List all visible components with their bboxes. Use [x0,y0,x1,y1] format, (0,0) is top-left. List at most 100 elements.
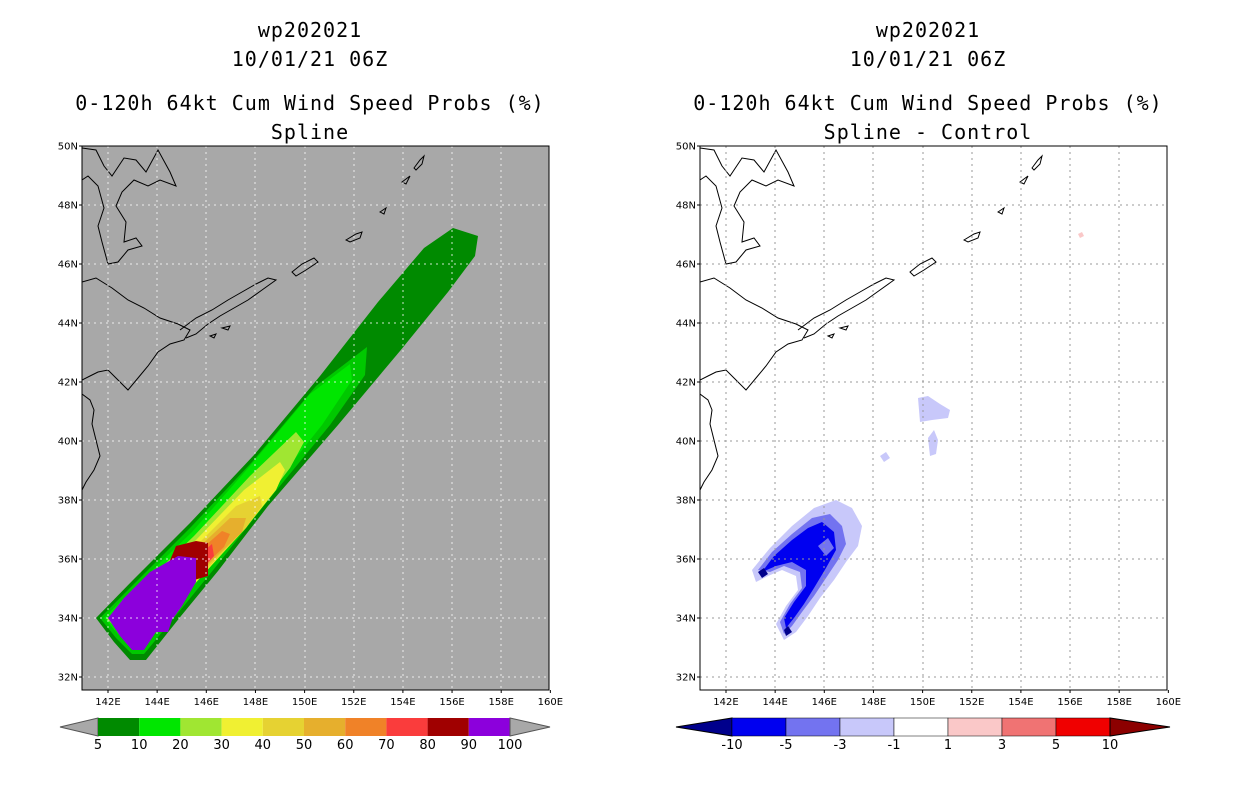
colorbar-label: 30 [213,738,230,753]
lat-label: 36N [58,555,78,566]
lon-label: 142E [95,697,120,708]
right-subtitle: Spline - Control [823,120,1033,144]
colorbar-box [386,718,428,736]
lon-label: 148E [861,697,886,708]
lon-label: 142E [713,697,738,708]
lat-label: 36N [676,555,696,566]
lat-label: 40N [676,437,696,448]
right-axis-labels: 32N 34N 36N 38N 40N 42N 44N 46N 48N 50N 142E 144E 14… [676,142,1181,709]
colorbar-label: 90 [461,738,478,753]
lat-label: 40N [58,437,78,448]
lon-label: 158E [1106,697,1131,708]
diff-region-minus3-hole [818,538,834,556]
lon-label: 144E [762,697,787,708]
colorbar-box [785,717,841,737]
left-map: 32N 34N 36N 38N 40N 42N 44N 46N 48N 50N 142E 144E 14… [58,142,563,709]
lat-label: 50N [676,142,696,153]
colorbar-box [304,718,346,736]
colorbar-label: -10 [721,738,742,753]
left-map-frame [81,145,550,691]
left-axis-labels: 32N 34N 36N 38N 40N 42N 44N 46N 48N 50N 142E 144E 14… [58,142,563,709]
colorbar-label: 3 [998,738,1006,753]
lat-label: 34N [58,614,78,625]
left-datetime: 10/01/21 06Z [231,47,389,71]
right-storm-id: wp202021 [875,18,981,42]
colorbar-high-triangle [1109,717,1171,737]
colorbar-label: 5 [1052,738,1060,753]
swath-band-100 [108,556,196,650]
lon-label: 150E [910,697,935,708]
colorbar-label: 70 [378,738,395,753]
lon-label: 154E [1008,697,1033,708]
colorbar-label: 60 [337,738,354,753]
colorbar-label: -1 [888,738,901,753]
left-colorbar: 5 10 20 30 40 50 60 70 80 90 100 [59,717,551,753]
lon-label: 154E [390,697,415,708]
colorbar-box [468,718,510,736]
lat-label: 38N [676,496,696,507]
colorbar-box [893,717,949,737]
colorbar-label: -5 [780,738,793,753]
lon-label: 150E [292,697,317,708]
lat-label: 50N [58,142,78,153]
colorbar-box [427,718,469,736]
lat-label: 46N [58,260,78,271]
lat-label: 42N [58,378,78,389]
colorbar-label: 40 [255,738,272,753]
colorbar-label: 10 [131,738,148,753]
colorbar-low-triangle [675,717,733,737]
colorbar-label: -3 [834,738,847,753]
right-product: 0-120h 64kt Cum Wind Speed Probs (%) [693,91,1163,115]
right-gridlines [700,146,1167,690]
lon-label: 158E [488,697,513,708]
colorbar-label: 20 [172,738,189,753]
left-storm-id: wp202021 [257,18,363,42]
right-map-frame [699,145,1168,691]
colorbar-label: 80 [419,738,436,753]
left-product: 0-120h 64kt Cum Wind Speed Probs (%) [75,91,545,115]
colorbar-label: 5 [94,738,102,753]
colorbar-label: 100 [498,738,523,753]
lat-label: 32N [676,673,696,684]
right-map: 32N 34N 36N 38N 40N 42N 44N 46N 48N 50N 142E 144E 14… [676,142,1181,709]
left-gridlines [82,146,549,690]
lat-label: 34N [676,614,696,625]
diff-region-plus1 [1078,232,1084,238]
lon-label: 148E [243,697,268,708]
colorbar-label: 1 [944,738,952,753]
lon-label: 160E [1156,697,1181,708]
lat-label: 42N [676,378,696,389]
colorbar-box [1001,717,1057,737]
lat-label: 44N [58,319,78,330]
colorbar-label: 10 [1102,738,1119,753]
diff-region-minus1-c [928,430,938,456]
lon-label: 144E [144,697,169,708]
lon-label: 156E [439,697,464,708]
lat-label: 48N [58,201,78,212]
colorbar-low-triangle [59,717,99,737]
lat-label: 48N [676,201,696,212]
colorbar-box [1055,717,1111,737]
colorbar-box [180,718,222,736]
lon-label: 152E [341,697,366,708]
diff-region-minus5 [762,522,836,628]
right-datetime: 10/01/21 06Z [849,47,1007,71]
diff-region-minus1-d [880,452,890,462]
lon-label: 146E [812,697,837,708]
left-subtitle: Spline [270,120,350,144]
lat-label: 46N [676,260,696,271]
colorbar-box [262,718,304,736]
lon-label: 156E [1057,697,1082,708]
right-coastline [700,147,1043,491]
right-colorbar: -10 -5 -3 -1 1 3 5 10 [675,717,1171,753]
diff-region-minus1-b [918,396,950,422]
colorbar-label: 50 [296,738,313,753]
colorbar-box [139,718,181,736]
lon-label: 160E [538,697,563,708]
lon-label: 146E [194,697,219,708]
diff-region-minus10 [758,568,768,578]
colorbar-box [839,717,895,737]
lat-label: 38N [58,496,78,507]
left-panel-title: wp202021 10/01/21 06Z 0-120h 64kt Cum Wi… [40,16,580,147]
